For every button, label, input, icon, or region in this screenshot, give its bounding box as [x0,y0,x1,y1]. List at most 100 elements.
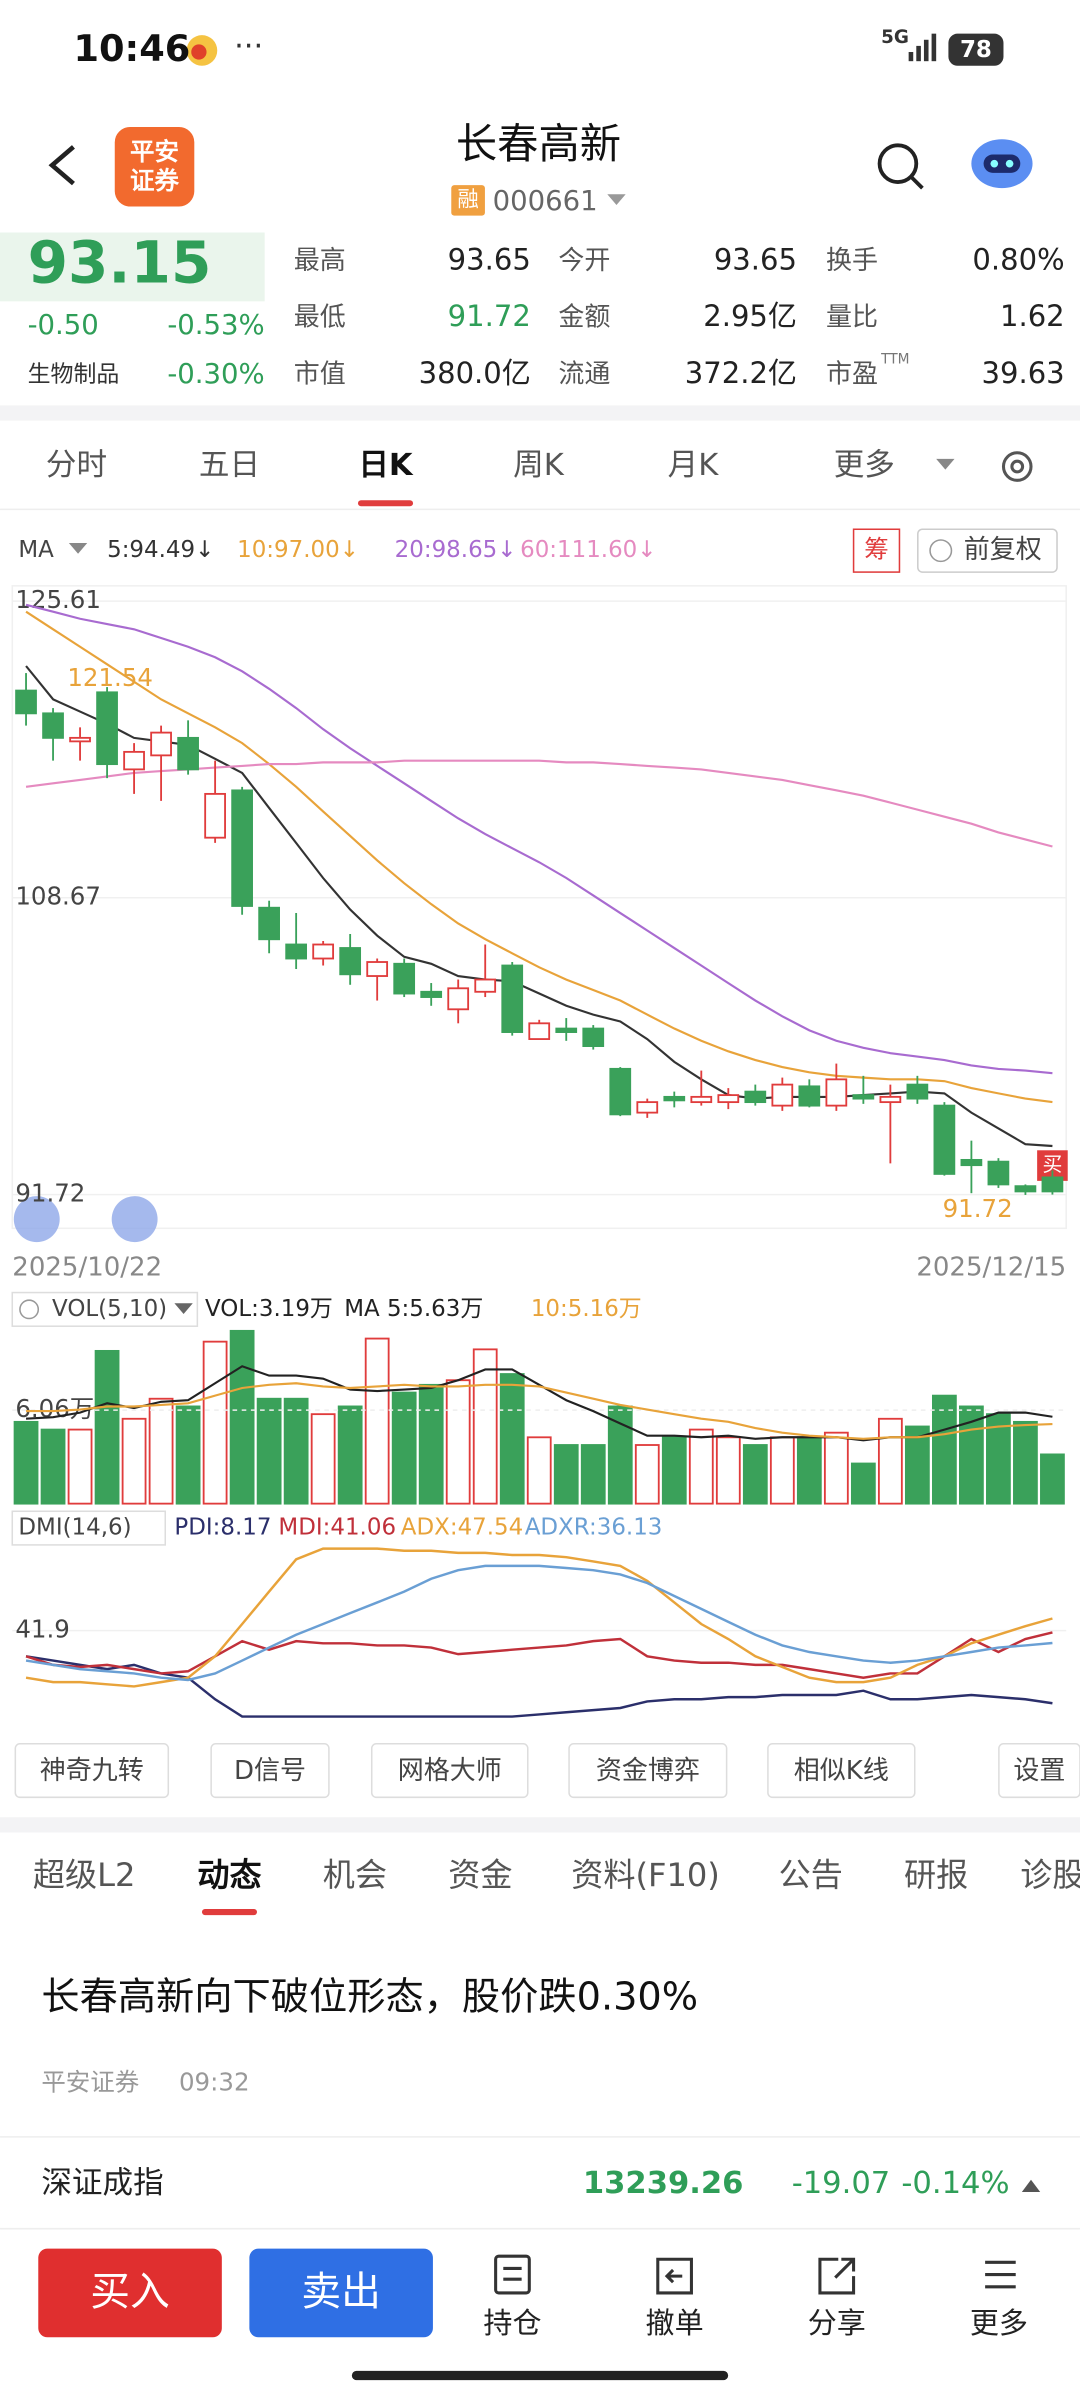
dmi-line [25,1655,1053,1718]
tool-button[interactable] [370,1743,529,1799]
action-button[interactable]: 分享 [808,2306,866,2340]
stock-name: 长春高新 [456,120,621,168]
stock-code: 000661 [493,185,598,217]
tool-label[interactable]: 神奇九转 [40,1756,144,1786]
field-sup: TTM [880,351,909,367]
sell-button[interactable]: 卖出 [301,2269,381,2315]
tool-label[interactable]: 资金博弈 [596,1756,700,1786]
logo-text: 平安 [130,137,179,166]
news-tab[interactable]: 诊股 [1020,1856,1080,1894]
network: 5G [881,27,909,48]
tool-button[interactable] [568,1743,728,1799]
volume-bar [553,1444,579,1505]
ma-line [25,610,1053,1104]
volume-bar [499,1373,525,1505]
tool-button[interactable] [210,1743,330,1799]
candle-body [582,1027,605,1047]
volume-bar [580,1444,606,1505]
action-button[interactable]: 持仓 [483,2306,541,2340]
field-label: 量比 [826,303,878,333]
price: 93.15 [28,228,212,296]
candle-body [204,792,226,839]
chart-tab[interactable]: 月K [668,448,720,483]
buy-button[interactable]: 买入 [90,2269,170,2315]
tool-button[interactable] [14,1743,170,1799]
news-tab[interactable]: 资料(F10) [571,1856,720,1894]
sector: 生物制品 [28,361,120,387]
change-pct: -0.53% [167,309,264,341]
candle-body [231,789,253,907]
news-tab[interactable]: 动态 [197,1856,261,1894]
candle-body [447,987,470,1011]
candle-body [690,1095,713,1104]
action-button[interactable]: 更多 [970,2306,1028,2340]
candle-body [636,1101,659,1114]
candle-body [15,689,37,715]
news-tab[interactable]: 研报 [904,1856,968,1894]
action-button[interactable]: 撤单 [646,2306,704,2340]
dmi-line [25,1547,1053,1688]
y-tick-label: 108.67 [15,882,101,911]
chart-tab[interactable]: 更多 [834,448,895,483]
volume-bar [391,1391,417,1505]
field-label: 市值 [294,359,346,389]
high-annotation: 121.54 [67,663,153,692]
volume-bar [986,1413,1011,1505]
volume-bar [121,1417,147,1505]
volume-bar [418,1383,444,1505]
news-time: 09:32 [179,2067,250,2096]
volume-bar [1013,1420,1038,1505]
candle-body [42,712,64,739]
legend-entry: MA 5:5.63万 [344,1296,483,1322]
index-change: -19.07 [792,2166,891,2201]
chart-tab[interactable]: 日K [358,448,414,483]
candle-body [987,1160,1010,1186]
news-title[interactable]: 长春高新向下破位形态，股价跌0.30% [41,1976,698,2020]
volume-bar [742,1444,768,1505]
x-tick-label: 2025/12/15 [916,1253,1066,1283]
chart-tab[interactable]: 分时 [46,448,107,483]
field-value: 0.80% [972,243,1064,277]
tool-label[interactable]: 网格大师 [398,1756,502,1786]
candle-body [393,962,416,995]
volume-bar [94,1349,120,1505]
chart-tab[interactable]: 五日 [199,448,260,483]
news-tab[interactable]: 超级L2 [33,1856,136,1894]
volume-bar [310,1413,336,1505]
volume-bar [688,1428,714,1505]
volume-bar [148,1397,174,1505]
volume-bar [337,1405,363,1505]
volume-bar [796,1436,822,1505]
candle-body [798,1085,821,1107]
x-tick-label: 2025/10/22 [12,1253,162,1283]
volume-bar [607,1405,633,1505]
volume-current: VOL:3.19万 [205,1296,333,1322]
chip-button[interactable]: 筹 [864,535,888,564]
tool-label[interactable]: D信号 [234,1756,306,1786]
tool-button[interactable] [767,1743,916,1799]
volume-bar [175,1405,201,1505]
volume-bar [256,1397,282,1505]
change: -0.50 [28,309,99,341]
news-source: 平安证券 [41,2067,139,2096]
field-label: 金额 [558,303,610,333]
news-tab[interactable]: 公告 [779,1856,843,1894]
index-name: 深证成指 [41,2166,163,2201]
chart-tab[interactable]: 周K [513,448,565,483]
candle-body [555,1027,578,1033]
ma-line [25,603,1053,1075]
legend-entry: ADX:47.54 [401,1515,523,1541]
legend-entry: MDI:41.06 [278,1515,396,1541]
candle-body [123,750,145,771]
field-label: 今开 [558,246,610,276]
news-tab[interactable]: 机会 [323,1856,387,1894]
tool-label[interactable]: 相似K线 [794,1756,889,1786]
news-tab[interactable]: 资金 [448,1856,512,1894]
adjust-button[interactable]: 前复权 [964,535,1042,565]
field-value: 1.62 [1000,299,1065,333]
tool-label[interactable]: 设置 [1013,1756,1065,1786]
candle-body [609,1067,632,1116]
index-value: 13239.26 [583,2166,744,2201]
panel-title: DMI(14,6) [18,1515,131,1541]
